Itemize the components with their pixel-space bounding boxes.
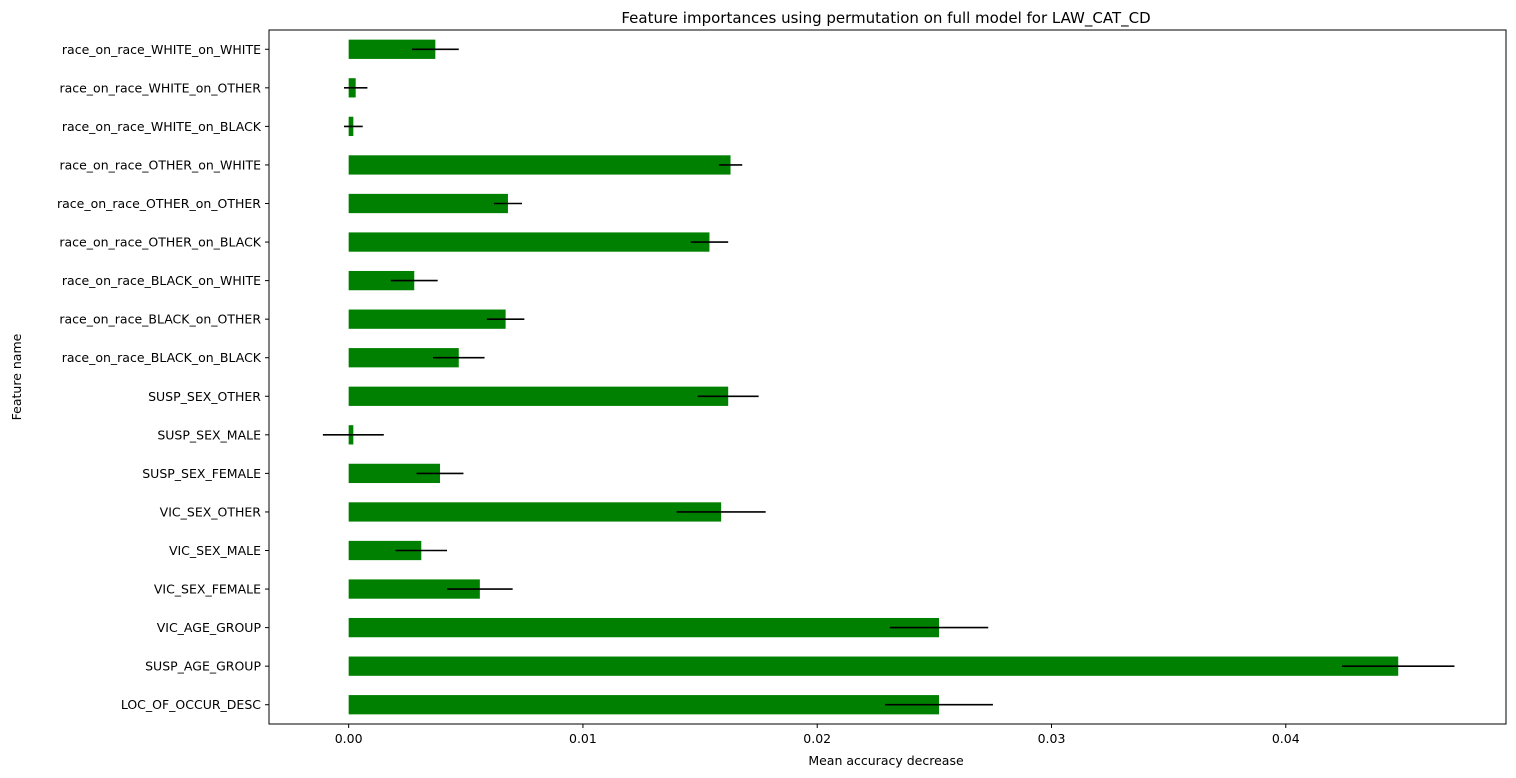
y-tick-label: VIC_AGE_GROUP xyxy=(157,620,262,635)
y-tick-label: LOC_OF_OCCUR_DESC xyxy=(121,697,261,712)
bar-15 xyxy=(348,617,940,638)
bar-11 xyxy=(348,463,441,484)
x-tick-label: 0.01 xyxy=(569,731,597,746)
y-tick-label: VIC_SEX_MALE xyxy=(169,543,261,558)
bar-7 xyxy=(348,309,506,329)
x-tick-label: 0.00 xyxy=(335,731,363,746)
y-tick-label: race_on_race_OTHER_on_WHITE xyxy=(59,157,261,172)
y-axis: race_on_race_WHITE_on_WHITE race_on_race_… xyxy=(57,42,269,712)
y-tick-label: race_on_race_WHITE_on_WHITE xyxy=(62,42,261,57)
y-tick-label: race_on_race_BLACK_on_BLACK xyxy=(62,350,262,365)
bar-0 xyxy=(348,39,436,59)
y-tick-label: SUSP_SEX_OTHER xyxy=(148,389,261,404)
x-axis: 0.00 0.01 0.02 0.03 0.04 xyxy=(335,724,1300,746)
y-tick-label: SUSP_SEX_FEMALE xyxy=(142,466,261,481)
y-axis-label: Feature name xyxy=(9,333,24,420)
y-tick-label: race_on_race_BLACK_on_OTHER xyxy=(59,312,261,327)
bar-9 xyxy=(348,386,729,406)
y-tick-label: race_on_race_OTHER_on_OTHER xyxy=(57,196,261,211)
bar-6 xyxy=(348,270,415,291)
y-tick-label: VIC_SEX_OTHER xyxy=(160,504,262,519)
bar-3 xyxy=(348,155,731,175)
x-tick-label: 0.02 xyxy=(803,731,831,746)
bar-16 xyxy=(348,656,1399,676)
y-tick-label: race_on_race_OTHER_on_BLACK xyxy=(59,235,261,250)
plot-area xyxy=(322,39,1455,715)
y-tick-label: race_on_race_WHITE_on_OTHER xyxy=(59,80,261,95)
bar-4 xyxy=(348,193,508,214)
x-tick-label: 0.03 xyxy=(1038,731,1066,746)
bar-13 xyxy=(348,540,422,561)
x-tick-label: 0.04 xyxy=(1272,731,1300,746)
bar-17 xyxy=(348,695,940,715)
bar-8 xyxy=(348,348,459,368)
plot-frame xyxy=(268,29,1507,725)
x-axis-label: Mean accuracy decrease xyxy=(808,753,964,768)
bar-12 xyxy=(348,502,722,522)
bar-5 xyxy=(348,232,710,252)
y-tick-label: SUSP_AGE_GROUP xyxy=(145,659,261,674)
y-tick-label: race_on_race_WHITE_on_BLACK xyxy=(62,119,262,134)
y-tick-label: VIC_SEX_FEMALE xyxy=(154,582,261,597)
chart-title: Feature importances using permutation on… xyxy=(621,9,1150,28)
bar-14 xyxy=(348,579,480,599)
y-tick-label: race_on_race_BLACK_on_WHITE xyxy=(62,273,261,288)
y-tick-label: SUSP_SEX_MALE xyxy=(157,427,261,442)
